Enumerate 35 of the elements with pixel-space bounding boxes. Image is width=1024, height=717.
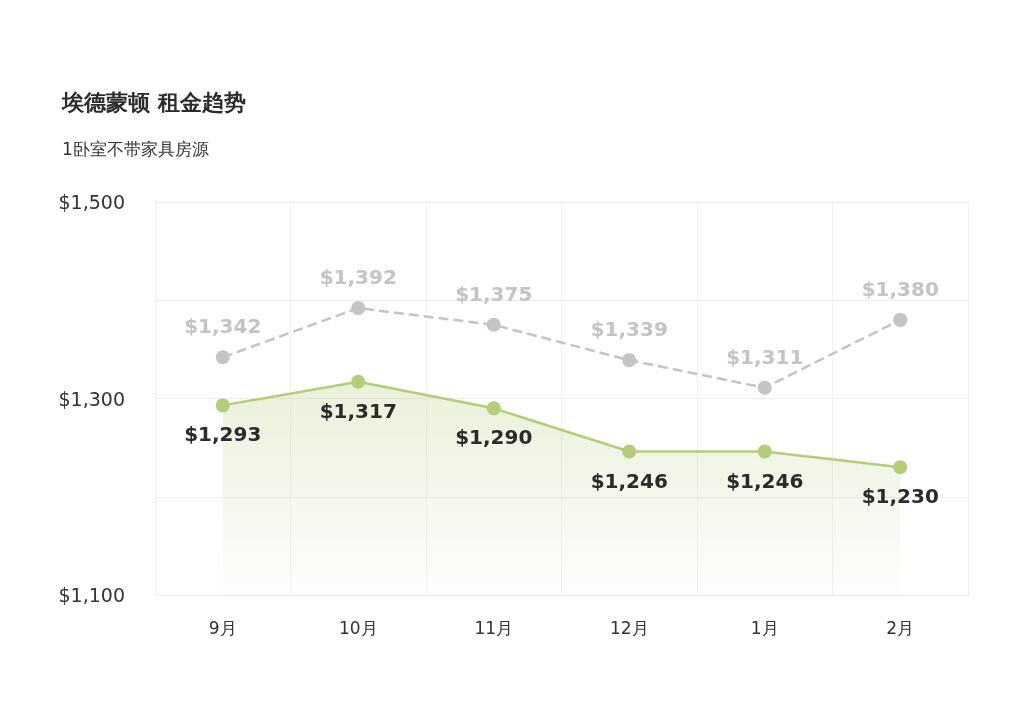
y-tick-label: $1,100 <box>58 584 125 606</box>
point <box>893 312 908 327</box>
y-tick-label: $1,500 <box>58 191 125 213</box>
data-label: $1,317 <box>319 398 397 423</box>
chart-subtitle: 1卧室不带家具房源 <box>62 138 209 159</box>
data-label: $1,380 <box>861 276 939 301</box>
x-tick-label: 10月 <box>338 617 378 638</box>
x-tick-label: 2月 <box>886 617 915 638</box>
data-label: $1,246 <box>726 468 804 493</box>
data-label: $1,290 <box>455 425 533 450</box>
data-label: $1,311 <box>726 344 804 369</box>
point <box>215 350 230 365</box>
y-tick-label: $1,300 <box>58 387 125 410</box>
x-tick-label: 12月 <box>609 617 649 638</box>
chart-title: 埃德蒙顿 租金趋势 <box>61 89 246 115</box>
x-tick-label: 1月 <box>750 617 779 638</box>
point <box>622 353 637 368</box>
point <box>486 317 501 332</box>
point <box>486 401 501 416</box>
point <box>215 398 230 413</box>
point <box>757 444 772 459</box>
data-label: $1,246 <box>590 468 668 493</box>
point <box>351 374 366 389</box>
data-label: $1,339 <box>590 317 668 342</box>
point <box>351 301 366 316</box>
point <box>622 444 637 459</box>
x-tick-label: 9月 <box>208 617 237 638</box>
data-label: $1,342 <box>184 314 262 339</box>
data-label: $1,375 <box>455 281 533 306</box>
x-tick-label: 11月 <box>474 617 514 638</box>
data-label: $1,293 <box>184 422 262 447</box>
data-label: $1,392 <box>319 265 397 290</box>
point <box>893 460 908 475</box>
data-label: $1,230 <box>861 484 939 509</box>
point <box>757 380 772 395</box>
